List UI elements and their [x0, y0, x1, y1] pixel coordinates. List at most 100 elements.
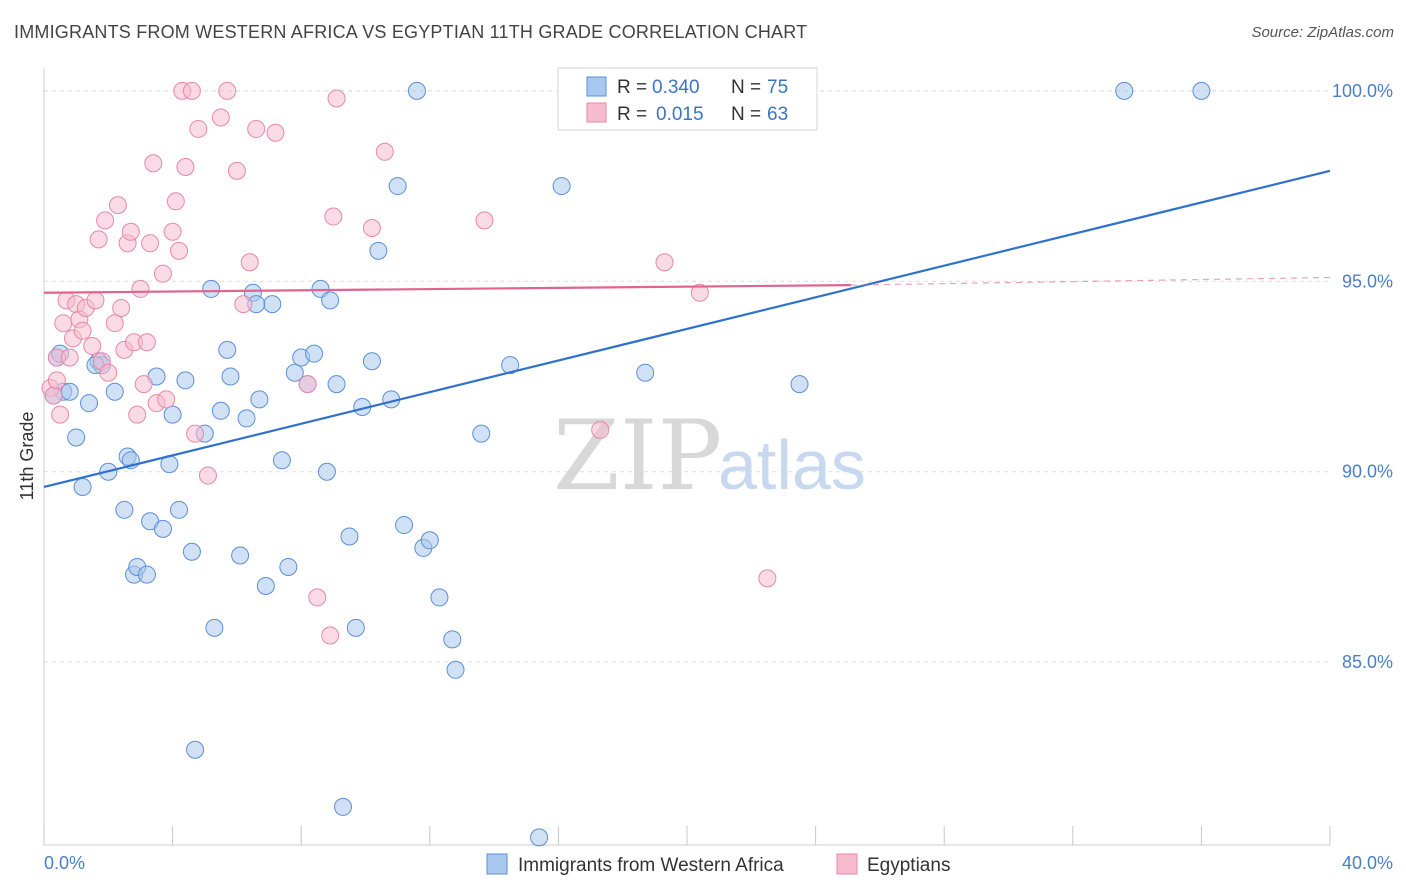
- point-western-africa: [263, 295, 282, 314]
- point-egyptians: [182, 81, 201, 100]
- point-egyptians: [298, 375, 317, 394]
- point-western-africa: [430, 588, 449, 607]
- legend-r-value-pink: 0.015: [656, 104, 704, 125]
- trend-lines: [43, 169, 1331, 489]
- y-tick-label: 95.0%: [1342, 271, 1393, 291]
- legend-n-value-pink: 63: [767, 104, 788, 125]
- trend-line-western-africa: [43, 169, 1331, 489]
- point-western-africa: [163, 405, 182, 424]
- point-western-africa: [407, 81, 426, 100]
- point-egyptians: [308, 588, 327, 607]
- watermark-zip: ZIP: [553, 400, 722, 512]
- x-tick-label-max: 40.0%: [1342, 853, 1393, 873]
- legend-r-label-pink: R =: [617, 104, 647, 125]
- point-egyptians: [44, 386, 63, 405]
- point-western-africa: [279, 557, 298, 576]
- x-ticks: [43, 826, 1331, 845]
- point-egyptians: [83, 337, 102, 356]
- point-egyptians: [54, 314, 73, 333]
- point-egyptians: [189, 119, 208, 138]
- point-western-africa: [1115, 81, 1134, 100]
- point-egyptians: [157, 390, 176, 409]
- point-western-africa: [205, 618, 224, 637]
- point-western-africa: [105, 382, 124, 401]
- point-western-africa: [1192, 81, 1211, 100]
- point-western-africa: [443, 630, 462, 649]
- point-egyptians: [86, 291, 105, 310]
- y-tick-label: 85.0%: [1342, 652, 1393, 672]
- point-egyptians: [375, 142, 394, 161]
- point-western-africa: [231, 546, 250, 565]
- legend-n-label-blue: N =: [731, 77, 761, 98]
- chart-title: IMMIGRANTS FROM WESTERN AFRICA VS EGYPTI…: [14, 22, 808, 42]
- trend-line-egyptians-extension: [850, 276, 1331, 286]
- point-egyptians: [475, 211, 494, 230]
- point-western-africa: [176, 371, 195, 390]
- point-egyptians: [163, 222, 182, 241]
- point-western-africa: [211, 401, 230, 420]
- point-western-africa: [218, 340, 237, 359]
- point-egyptians: [321, 626, 340, 645]
- point-egyptians: [655, 253, 674, 272]
- point-western-africa: [333, 797, 352, 816]
- point-western-africa: [237, 409, 256, 428]
- point-egyptians: [60, 348, 79, 367]
- point-egyptians: [170, 241, 189, 260]
- point-western-africa: [636, 363, 655, 382]
- point-western-africa: [790, 375, 809, 394]
- watermark: ZIP atlas: [553, 400, 866, 512]
- point-western-africa: [115, 500, 134, 519]
- point-egyptians: [176, 158, 195, 177]
- source-label: Source: ZipAtlas.com: [1251, 24, 1394, 41]
- point-western-africa: [202, 279, 221, 298]
- point-western-africa: [67, 428, 86, 447]
- point-egyptians: [144, 154, 163, 173]
- legend-bottom-label-pink: Egyptians: [867, 855, 950, 876]
- point-egyptians: [73, 321, 92, 340]
- y-tick-label: 90.0%: [1342, 462, 1393, 482]
- point-egyptians: [112, 298, 131, 317]
- point-egyptians: [99, 363, 118, 382]
- point-western-africa: [285, 363, 304, 382]
- point-egyptians: [758, 569, 777, 588]
- point-egyptians: [198, 466, 217, 485]
- legend-r-value-blue: 0.340: [652, 77, 700, 98]
- legend-bottom-swatch-pink: [836, 853, 858, 875]
- point-western-africa: [321, 291, 340, 310]
- point-egyptians: [128, 405, 147, 424]
- point-western-africa: [250, 390, 269, 409]
- point-western-africa: [340, 527, 359, 546]
- watermark-atlas: atlas: [718, 426, 866, 504]
- point-western-africa: [446, 660, 465, 679]
- point-western-africa: [170, 500, 189, 519]
- point-western-africa: [346, 618, 365, 637]
- legend-top: R = 0.340 N = 75 R = 0.015 N = 63: [557, 67, 818, 131]
- point-egyptians: [141, 234, 160, 253]
- point-western-africa: [182, 542, 201, 561]
- point-egyptians: [186, 424, 205, 443]
- legend-n-label-pink: N =: [731, 104, 761, 125]
- legend-bottom: Immigrants from Western Africa Egyptians: [486, 853, 950, 876]
- point-western-africa: [395, 516, 414, 535]
- point-western-africa: [80, 394, 99, 413]
- point-egyptians: [96, 211, 115, 230]
- point-egyptians: [153, 264, 172, 283]
- point-egyptians: [327, 89, 346, 108]
- point-egyptians: [137, 333, 156, 352]
- point-egyptians: [266, 123, 285, 142]
- point-egyptians: [108, 196, 127, 215]
- point-egyptians: [211, 108, 230, 127]
- point-western-africa: [362, 352, 381, 371]
- point-egyptians: [362, 218, 381, 237]
- trend-line-egyptians: [43, 284, 851, 294]
- point-egyptians: [591, 420, 610, 439]
- x-tick-label-min: 0.0%: [44, 853, 85, 873]
- series-egyptians-points: [41, 81, 777, 645]
- point-egyptians: [134, 375, 153, 394]
- point-western-africa: [420, 531, 439, 550]
- y-axis-title: 11th Grade: [17, 412, 37, 501]
- point-western-africa: [305, 344, 324, 363]
- point-western-africa: [530, 828, 549, 847]
- point-western-africa: [153, 519, 172, 538]
